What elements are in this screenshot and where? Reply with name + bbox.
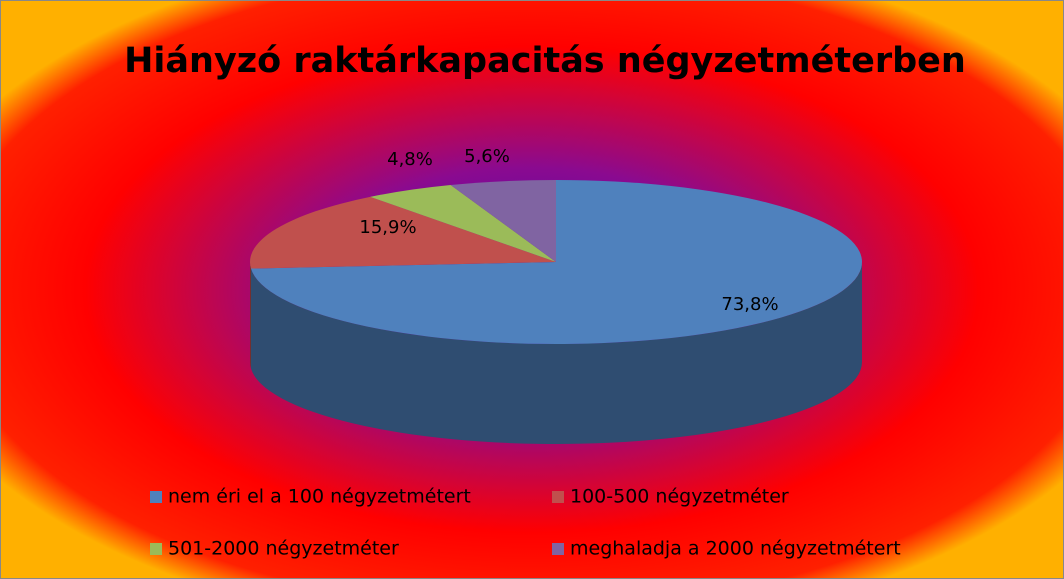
- legend-swatch: [150, 543, 162, 555]
- legend-label: meghaladja a 2000 négyzetmétert: [570, 538, 901, 560]
- data-label: 5,6%: [464, 146, 510, 167]
- legend-label: nem éri el a 100 négyzetmétert: [168, 486, 471, 508]
- data-label: 4,8%: [387, 149, 433, 170]
- slice: [450, 180, 556, 262]
- chart-title: Hiányzó raktárkapacitás négyzetméterben: [124, 41, 966, 81]
- legend-swatch: [552, 543, 564, 555]
- slice: [250, 180, 862, 344]
- slice-side: [250, 262, 251, 369]
- legend-swatch: [150, 491, 162, 503]
- slice-side: [250, 262, 862, 444]
- legend-swatch: [552, 491, 564, 503]
- slice: [370, 185, 556, 262]
- slice: [250, 196, 557, 269]
- legend-label: 501-2000 négyzetméter: [168, 538, 399, 560]
- data-label: 73,8%: [721, 294, 778, 315]
- data-label: 15,9%: [359, 217, 416, 238]
- legend-label: 100-500 négyzetméter: [570, 486, 789, 508]
